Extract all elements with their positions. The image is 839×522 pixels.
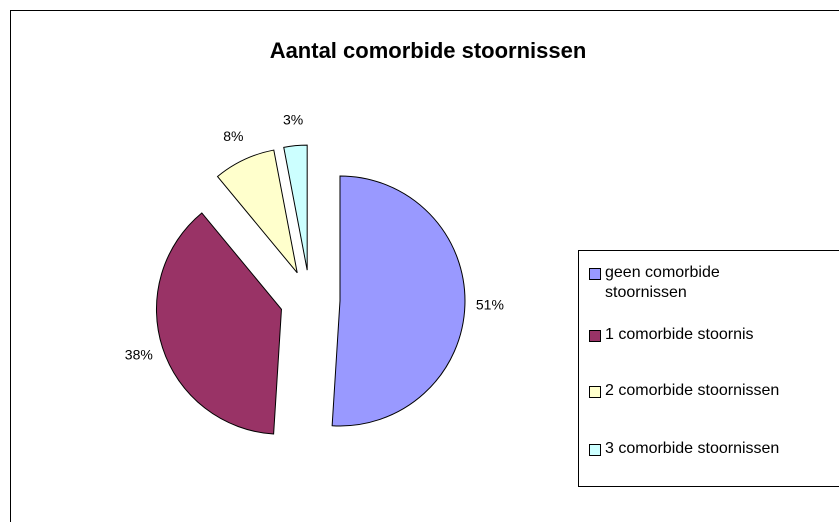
pie-slice (283, 144, 308, 271)
pie-slice (216, 149, 298, 274)
data-label: 8% (223, 128, 243, 144)
legend-swatch (589, 330, 601, 342)
legend-label: 1 comorbide stoornis (605, 326, 754, 343)
data-label: 3% (283, 112, 303, 128)
data-label: 38% (125, 346, 153, 362)
legend-label: geen comorbide stoornissen (605, 264, 720, 301)
pie-slice (331, 175, 466, 427)
legend-swatch (589, 386, 601, 398)
legend-item: geen comorbide stoornissen (589, 263, 769, 303)
legend-swatch (589, 268, 601, 280)
chart-title: Aantal comorbide stoornissen (270, 38, 587, 63)
pie-slice (155, 212, 282, 435)
legend-item: 3 comorbide stoornissen (589, 439, 779, 459)
legend-label: 2 comorbide stoornissen (605, 382, 780, 399)
chart-frame (10, 10, 839, 522)
legend-item: 1 comorbide stoornis (589, 325, 754, 345)
legend-swatch (589, 444, 601, 456)
legend-item: 2 comorbide stoornissen (589, 381, 779, 401)
legend-label: 3 comorbide stoornissen (605, 440, 780, 457)
legend: geen comorbide stoornissen 1 comorbide st… (578, 250, 839, 487)
data-label: 51% (476, 296, 504, 312)
